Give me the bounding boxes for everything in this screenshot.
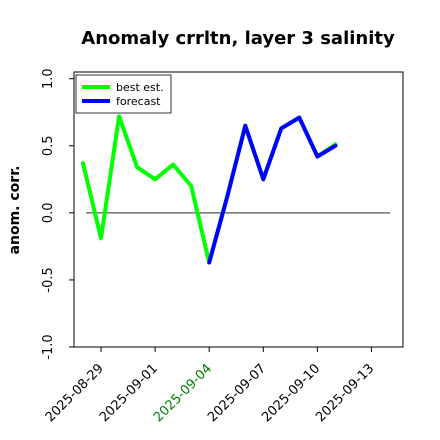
chart-title: Anomaly crrltn, layer 3 salinity: [81, 28, 395, 49]
series-line-best-est: [81, 114, 338, 265]
y-tick-label: -0.5: [41, 267, 56, 292]
y-tick-label: 0.5: [41, 135, 56, 156]
y-axis-label: anom. corr.: [7, 166, 23, 255]
legend-label: best est.: [116, 81, 164, 94]
y-tick-label: 0.0: [41, 203, 56, 224]
axes: -1.0-0.50.00.51.02025-08-292025-09-01202…: [41, 68, 377, 425]
legend-box: [75, 74, 172, 114]
legend: best est.forecast: [75, 74, 172, 114]
legend-label: forecast: [116, 95, 161, 108]
series-line-forecast: [207, 115, 338, 265]
plot-area: [81, 114, 390, 265]
y-tick-label: -1.0: [41, 334, 56, 359]
plot-frame: [73, 71, 404, 348]
y-tick-label: 1.0: [41, 68, 56, 89]
x-tick-label: 2025-09-13: [313, 361, 377, 425]
